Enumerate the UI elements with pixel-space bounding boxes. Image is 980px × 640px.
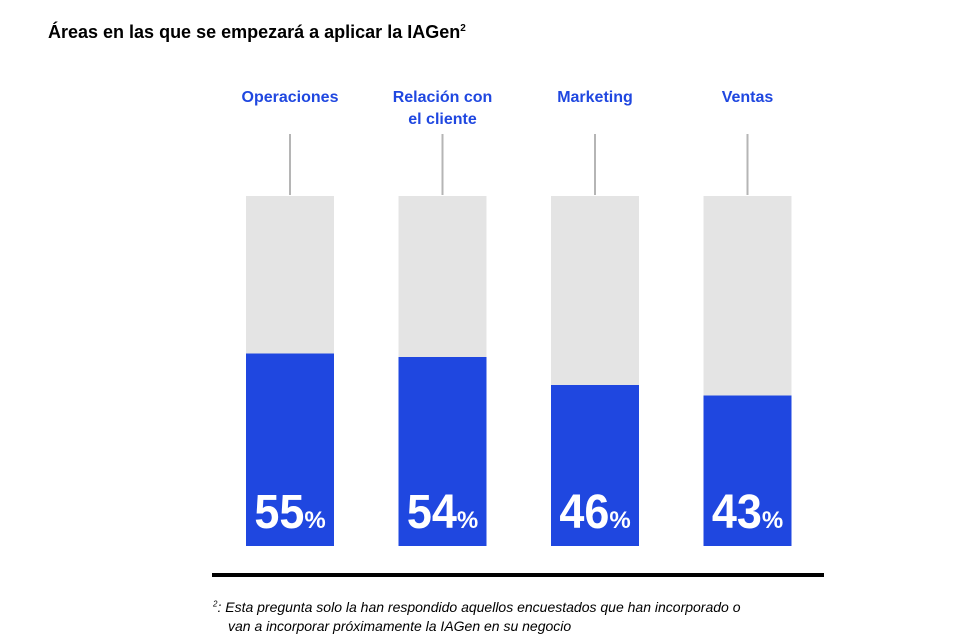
value-label-1: 55% [254,486,325,539]
category-label-line: Operaciones [242,89,339,106]
bar-group-3: Marketing 46% [551,89,639,546]
bar-group-4: Ventas 43% [703,89,792,546]
bar-fill [398,357,487,546]
category-label-line: Ventas [722,89,774,106]
chart-title-text: Áreas en las que se empezará a aplicar l… [48,22,461,42]
value-label-2: 54% [407,486,478,539]
value-label-3: 46% [559,486,630,539]
footnote-line-2: van a incorporar próximamente la IAGen e… [228,618,572,634]
category-label-1: Operaciones [242,89,339,106]
category-label-line: el cliente [408,111,477,128]
category-label-line: Relación con [393,89,493,106]
category-label-3: Marketing [557,89,633,106]
baseline-rule [212,573,824,577]
category-label-2: Relación con el cliente [393,89,493,128]
bar-fill [551,385,639,546]
title-footnote-mark: 2 [460,23,466,34]
value-number: 54 [407,486,457,539]
bar-group-2: Relación con el cliente 54% [393,89,493,546]
value-number: 46 [559,486,609,539]
value-label-4: 43% [712,486,783,539]
value-unit: % [762,507,783,534]
footnote: 2: Esta pregunta solo la han respondido … [213,598,853,636]
bar-fill [703,395,792,546]
value-number: 43 [712,486,762,539]
value-unit: % [457,507,478,534]
value-unit: % [304,507,325,534]
category-label-line: Marketing [557,89,633,106]
footnote-line-1: 2: Esta pregunta solo la han respondido … [213,598,853,617]
bar-fill [246,353,334,546]
category-label-4: Ventas [722,89,774,106]
chart-title: Áreas en las que se empezará a aplicar l… [48,22,466,43]
footnote-mark: 2 [213,599,218,609]
value-unit: % [609,507,630,534]
value-number: 55 [254,486,304,539]
footnote-text-1: : Esta pregunta solo la han respondido a… [217,599,741,615]
bar-group-1: Operaciones 55% [242,89,339,546]
